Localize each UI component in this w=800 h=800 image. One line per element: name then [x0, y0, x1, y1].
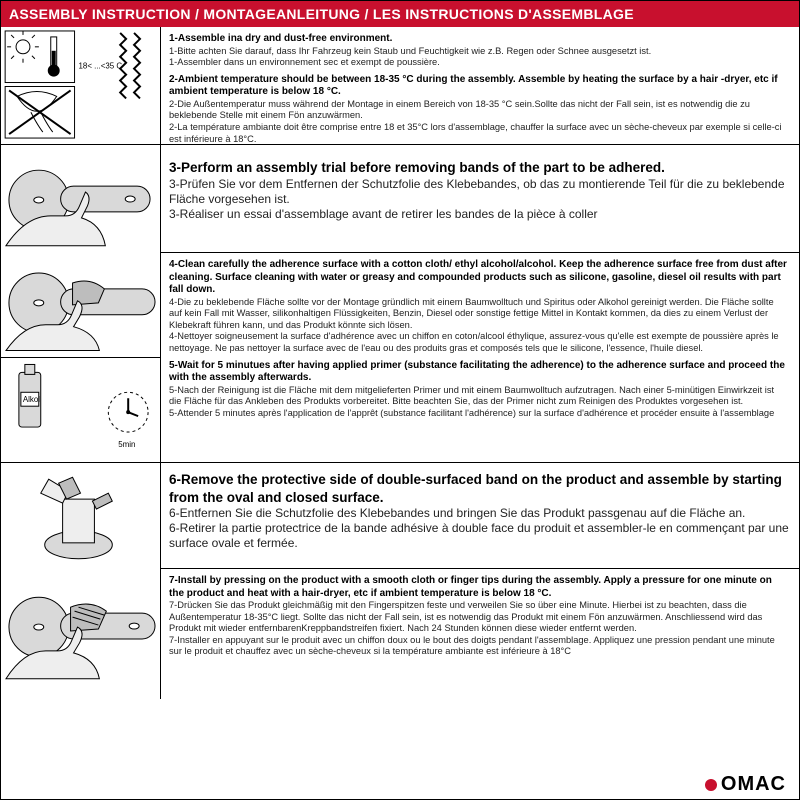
- step-2-en: 2-Ambient temperature should be between …: [169, 74, 789, 99]
- row-2-text: 3-Perform an assembly trial before remov…: [161, 145, 799, 252]
- instruction-sheet: ASSEMBLY INSTRUCTION / MONTAGEANLEITUNG …: [0, 0, 800, 800]
- step-3-fr: 3-Réaliser un essai d'assemblage avant d…: [169, 207, 789, 222]
- row-1-text: 1-Assemble ina dry and dust-free environ…: [161, 27, 799, 144]
- step-1: 1-Assemble ina dry and dust-free environ…: [169, 33, 789, 69]
- step-4-de: 4-Die zu beklebende Fläche sollte vor de…: [169, 297, 789, 332]
- row-5-text: 7-Install by pressing on the product wit…: [161, 569, 799, 699]
- temp-caption: 18< ...<35 C: [79, 62, 123, 71]
- logo-text: OMAC: [721, 773, 786, 796]
- step-4-en: 4-Clean carefully the adherence surface …: [169, 259, 789, 297]
- row-5: 7-Install by pressing on the product wit…: [1, 569, 799, 699]
- step-5-de: 5-Nach der Reinigung ist die Fläche mit …: [169, 385, 789, 408]
- step-6-fr: 6-Retirer la partie protectrice de la ba…: [169, 521, 789, 551]
- row-1: 18< ...<35 C 1-Assemble ina dry and dust…: [1, 27, 799, 145]
- header-title: ASSEMBLY INSTRUCTION / MONTAGEANLEITUNG …: [9, 6, 634, 22]
- step-7-fr: 7-Installer en appuyant sur le produit a…: [169, 635, 789, 658]
- step-2-de: 2-Die Außentemperatur muss während der M…: [169, 99, 789, 122]
- step-4-fr: 4-Nettoyer soigneusement la surface d'ad…: [169, 331, 789, 354]
- step-3: 3-Perform an assembly trial before remov…: [169, 159, 789, 222]
- step-6-de: 6-Entfernen Sie die Schutzfolie des Kleb…: [169, 506, 789, 521]
- step-6: 6-Remove the protective side of double-s…: [169, 471, 789, 551]
- illustration-2: [1, 145, 161, 255]
- wait-caption: 5min: [118, 440, 135, 449]
- step-2-fr: 2-La température ambiante doit être comp…: [169, 122, 789, 145]
- header-bar: ASSEMBLY INSTRUCTION / MONTAGEANLEITUNG …: [1, 1, 799, 27]
- illustration-1: 18< ...<35 C: [1, 27, 161, 144]
- step-3-de: 3-Prüfen Sie vor dem Entfernen der Schut…: [169, 177, 789, 207]
- alcohol-caption: Alkol: [23, 395, 40, 404]
- step-7-en: 7-Install by pressing on the product wit…: [169, 575, 789, 600]
- row-4-text: 6-Remove the protective side of double-s…: [161, 463, 799, 568]
- step-6-en: 6-Remove the protective side of double-s…: [169, 471, 789, 506]
- row-2: 3-Perform an assembly trial before remov…: [1, 145, 799, 253]
- row-3-text: 4-Clean carefully the adherence surface …: [161, 253, 799, 462]
- illustration-3: Alkol 5min: [1, 253, 161, 462]
- step-7-de: 7-Drücken Sie das Produkt gleichmäßig mi…: [169, 600, 789, 635]
- illustration-4: [1, 463, 161, 573]
- logo-dot-icon: [705, 779, 717, 791]
- instruction-rows: 18< ...<35 C 1-Assemble ina dry and dust…: [1, 27, 799, 699]
- step-1-fr: 1-Assembler dans un environnement sec et…: [169, 57, 789, 69]
- step-5-fr: 5-Attender 5 minutes après l'application…: [169, 408, 789, 420]
- illustration-5: [1, 569, 161, 699]
- step-5: 5-Wait for 5 minutues after having appli…: [169, 360, 789, 420]
- step-1-de: 1-Bitte achten Sie darauf, dass Ihr Fahr…: [169, 46, 789, 58]
- brand-footer: OMAC: [705, 773, 786, 796]
- step-3-en: 3-Perform an assembly trial before remov…: [169, 159, 789, 177]
- step-7: 7-Install by pressing on the product wit…: [169, 575, 789, 658]
- row-3: Alkol 5min 4-Clean carefully the adheren…: [1, 253, 799, 463]
- step-2: 2-Ambient temperature should be between …: [169, 74, 789, 145]
- step-4: 4-Clean carefully the adherence surface …: [169, 259, 789, 355]
- step-5-en: 5-Wait for 5 minutues after having appli…: [169, 360, 789, 385]
- step-1-en: 1-Assemble ina dry and dust-free environ…: [169, 33, 789, 46]
- row-4: 6-Remove the protective side of double-s…: [1, 463, 799, 569]
